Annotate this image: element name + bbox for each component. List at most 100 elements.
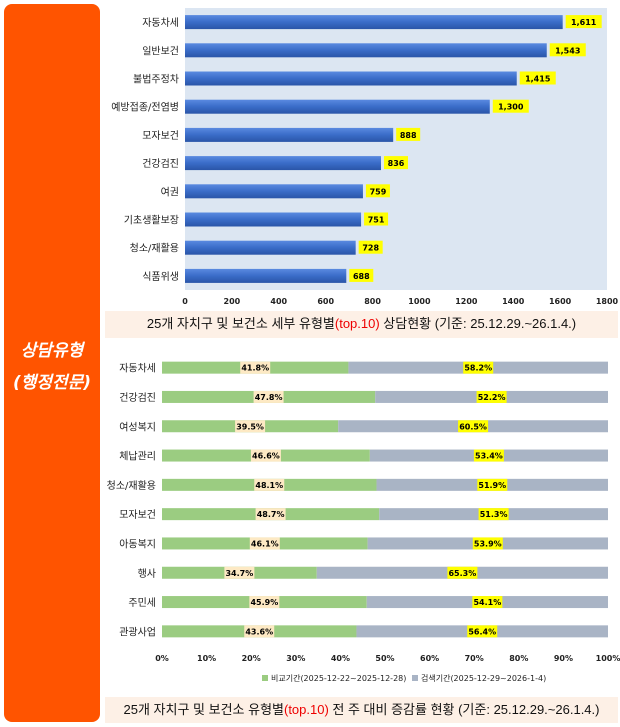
x-tick-label: 90% xyxy=(554,654,573,663)
category-label: 건강검진 xyxy=(119,392,156,404)
data-label-bg xyxy=(492,99,529,113)
x-tick-label: 20% xyxy=(242,654,261,663)
data-label-bg xyxy=(477,478,508,491)
data-label: 45.9% xyxy=(250,598,278,607)
category-label: 청소/재활용 xyxy=(130,242,179,255)
data-label: 1,415 xyxy=(525,75,551,84)
bar xyxy=(185,127,394,142)
category-label: 건강검진 xyxy=(142,158,179,170)
category-label: 체납관리 xyxy=(119,451,156,463)
data-label-bg xyxy=(472,537,503,550)
data-label: 39.5% xyxy=(236,422,264,431)
legend-swatch xyxy=(262,675,268,681)
x-tick-label: 50% xyxy=(375,654,394,663)
x-tick-label: 80% xyxy=(509,654,528,663)
data-label: 53.4% xyxy=(475,452,503,461)
caption-text: 25개 자치구 및 보건소 유형별 xyxy=(123,702,284,717)
category-label: 관광사업 xyxy=(119,625,156,638)
bar xyxy=(185,156,381,171)
data-label: 65.3% xyxy=(448,569,476,578)
data-label: 51.3% xyxy=(480,510,508,519)
data-label: 56.4% xyxy=(468,627,496,636)
data-label: 46.6% xyxy=(252,452,280,461)
bar xyxy=(185,71,517,86)
bar xyxy=(185,212,362,227)
x-tick-label: 40% xyxy=(331,654,350,663)
caption-top10: (top.10) xyxy=(334,316,380,331)
data-label-bg xyxy=(473,449,504,462)
data-label-bg xyxy=(463,361,494,374)
data-label-bg xyxy=(349,268,374,282)
bar xyxy=(185,184,363,199)
sidebar-subtitle: (행정전문) xyxy=(12,373,92,393)
data-label-bg xyxy=(565,15,602,29)
sidebar-label-panel: 상담유형 (행정전문) xyxy=(4,4,100,722)
data-label: 1,611 xyxy=(571,18,597,27)
data-label: 58.2% xyxy=(464,364,492,373)
category-label: 모자보건 xyxy=(119,509,156,521)
x-tick-label: 0 xyxy=(182,297,188,306)
data-label-bg xyxy=(478,508,509,521)
data-label: 836 xyxy=(388,159,405,168)
legend-label: 검색기간(2025-12-29~2026-1-4) xyxy=(421,673,546,683)
category-label: 기초생활보장 xyxy=(124,214,179,227)
data-label-bg xyxy=(235,420,266,433)
x-tick-label: 800 xyxy=(364,297,381,306)
x-tick-label: 1800 xyxy=(596,297,619,306)
data-label: 1,543 xyxy=(555,46,580,55)
data-label-bg xyxy=(549,43,586,57)
data-label-bg xyxy=(365,184,390,198)
data-label-bg xyxy=(476,390,507,403)
x-tick-label: 1200 xyxy=(455,297,478,306)
data-label-bg xyxy=(249,596,280,609)
x-tick-label: 600 xyxy=(317,297,334,306)
data-label-bg xyxy=(244,625,275,638)
data-label-bg xyxy=(254,478,285,491)
data-label-bg xyxy=(249,537,280,550)
x-tick-label: 100% xyxy=(596,654,620,663)
data-label: 47.8% xyxy=(255,393,283,402)
data-label: 728 xyxy=(362,244,379,253)
category-label: 불법주정차 xyxy=(133,74,179,86)
caption-text: 상담현황 (기준: 25.12.29.~26.1.4.) xyxy=(379,316,577,331)
category-label: 아동복지 xyxy=(119,538,156,550)
data-label-bg xyxy=(358,240,383,254)
x-tick-label: 70% xyxy=(465,654,484,663)
x-tick-label: 200 xyxy=(224,297,241,306)
legend-swatch xyxy=(412,675,418,681)
sidebar-title: 상담유형 xyxy=(20,341,84,361)
data-label-bg xyxy=(240,361,271,374)
x-tick-label: 400 xyxy=(270,297,287,306)
category-label: 자동차세 xyxy=(142,17,179,29)
legend-label: 비교기간(2025-12-22~2025-12-28) xyxy=(271,673,406,683)
data-label-bg xyxy=(383,156,408,170)
x-tick-label: 1600 xyxy=(549,297,572,306)
data-label: 51.9% xyxy=(478,481,506,490)
category-label: 주민세 xyxy=(128,597,156,609)
caption-text: 25개 자치구 및 보건소 세부 유형별 xyxy=(146,316,335,331)
data-label-bg xyxy=(458,420,489,433)
chart2-caption: 25개 자치구 및 보건소 유형별(top.10) 전 주 대비 증감률 현황 … xyxy=(105,697,618,723)
data-label-bg xyxy=(447,566,478,579)
bar xyxy=(185,268,347,283)
data-label-bg xyxy=(467,625,498,638)
category-label: 예방접종/전염병 xyxy=(111,102,179,114)
data-label: 41.8% xyxy=(241,364,269,373)
category-label: 모자보건 xyxy=(142,130,179,142)
x-tick-label: 1000 xyxy=(408,297,431,306)
data-label: 759 xyxy=(370,187,387,196)
data-label: 46.1% xyxy=(251,539,279,548)
category-label: 여성복지 xyxy=(119,421,156,433)
data-label: 888 xyxy=(400,131,417,140)
caption-text: 전 주 대비 증감률 현황 (기준: 25.12.29.~26.1.4.) xyxy=(328,702,600,717)
x-tick-label: 60% xyxy=(420,654,439,663)
data-label-bg xyxy=(224,566,255,579)
x-tick-label: 30% xyxy=(286,654,305,663)
bar xyxy=(185,240,356,255)
category-label: 여권 xyxy=(161,186,179,198)
data-label-bg xyxy=(255,508,286,521)
category-label: 일반보건 xyxy=(142,45,179,57)
category-label: 행사 xyxy=(138,568,156,580)
x-tick-label: 0% xyxy=(155,654,169,663)
